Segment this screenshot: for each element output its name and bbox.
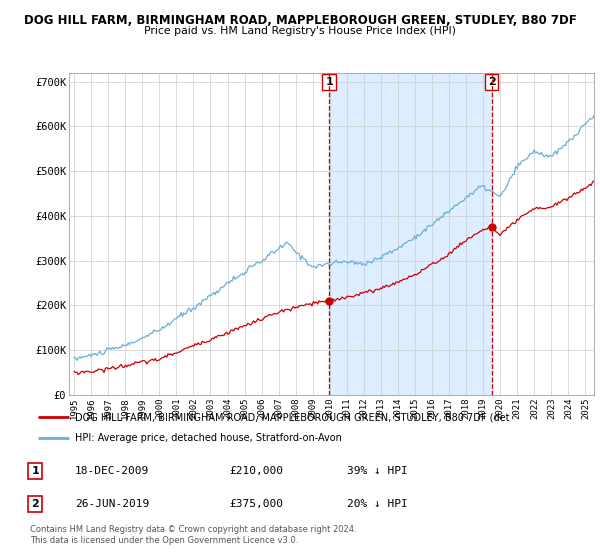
Text: Contains HM Land Registry data © Crown copyright and database right 2024.
This d: Contains HM Land Registry data © Crown c… — [30, 525, 356, 545]
Bar — [329, 73, 491, 395]
Text: 1: 1 — [32, 466, 39, 476]
Text: 2: 2 — [488, 77, 496, 87]
Text: £210,000: £210,000 — [229, 466, 283, 476]
Text: 18-DEC-2009: 18-DEC-2009 — [74, 466, 149, 476]
Text: 20% ↓ HPI: 20% ↓ HPI — [347, 499, 407, 509]
Text: 1: 1 — [325, 77, 333, 87]
Text: DOG HILL FARM, BIRMINGHAM ROAD, MAPPLEBOROUGH GREEN, STUDLEY, B80 7DF (det: DOG HILL FARM, BIRMINGHAM ROAD, MAPPLEBO… — [74, 412, 509, 422]
Text: 2: 2 — [32, 499, 39, 509]
Text: HPI: Average price, detached house, Stratford-on-Avon: HPI: Average price, detached house, Stra… — [74, 433, 341, 444]
Text: 39% ↓ HPI: 39% ↓ HPI — [347, 466, 407, 476]
Text: Price paid vs. HM Land Registry's House Price Index (HPI): Price paid vs. HM Land Registry's House … — [144, 26, 456, 36]
Text: DOG HILL FARM, BIRMINGHAM ROAD, MAPPLEBOROUGH GREEN, STUDLEY, B80 7DF: DOG HILL FARM, BIRMINGHAM ROAD, MAPPLEBO… — [23, 14, 577, 27]
Text: 26-JUN-2019: 26-JUN-2019 — [74, 499, 149, 509]
Text: £375,000: £375,000 — [229, 499, 283, 509]
